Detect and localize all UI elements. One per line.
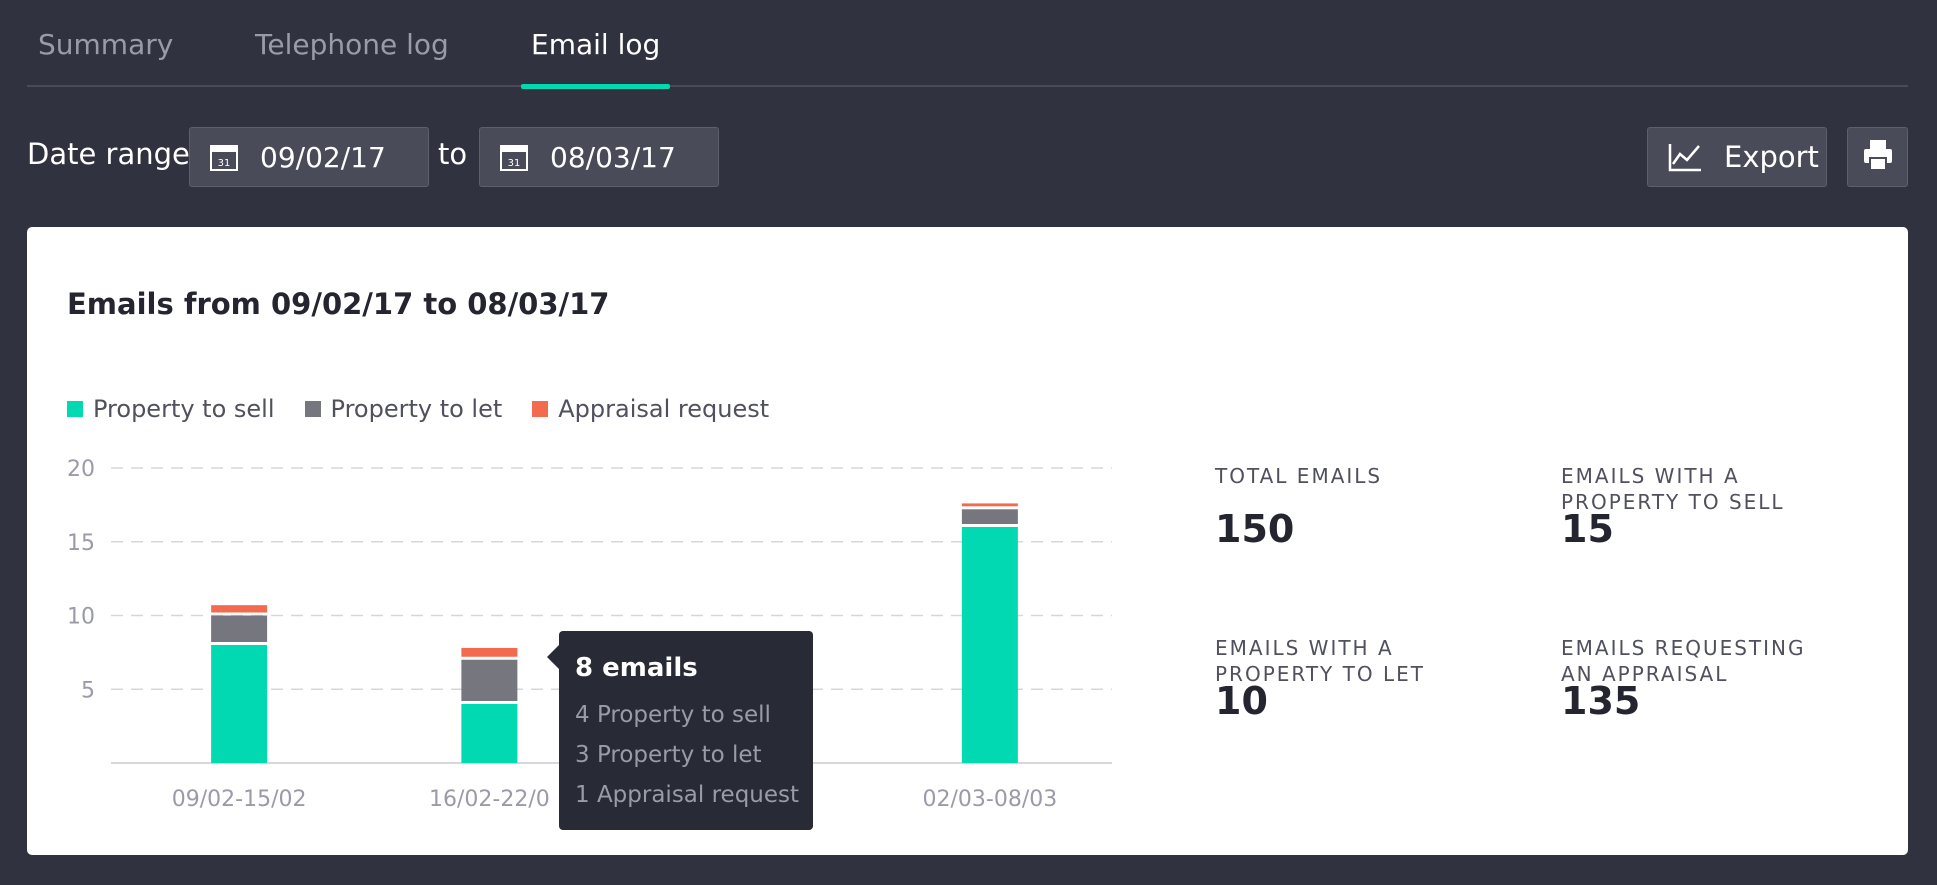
stat-label: EMAILS WITH A PROPERTY TO LET: [1215, 636, 1425, 686]
bar-segment: [211, 605, 268, 613]
stat-value: 10: [1215, 679, 1268, 723]
y-tick-label: 20: [67, 457, 95, 482]
legend-item-appraisal[interactable]: Appraisal request: [532, 395, 769, 423]
legend-swatch-let: [304, 401, 321, 417]
bar-segment: [461, 647, 518, 657]
legend-item-let[interactable]: Property to let: [304, 395, 503, 423]
legend-label-sell: Property to sell: [93, 395, 275, 423]
bar-segment: [211, 645, 268, 763]
from-date-value: 09/02/17: [260, 140, 386, 174]
tooltip-line-let: 3 Property to let: [575, 742, 762, 768]
svg-text:31: 31: [218, 158, 231, 169]
calendar-icon: 31: [210, 143, 238, 171]
date-range-label: Date range:: [27, 137, 200, 171]
stat-label: EMAILS REQUESTING AN APPRAISAL: [1561, 636, 1806, 686]
email-log-card: Emails from 09/02/17 to 08/03/17 Propert…: [27, 227, 1908, 855]
bar-segment: [461, 704, 518, 763]
stat-value: 150: [1215, 507, 1295, 551]
bar-segment: [961, 509, 1018, 524]
tooltip-line-appraisal: 1 Appraisal request: [575, 782, 800, 808]
y-tick-label: 5: [81, 678, 95, 703]
export-label: Export: [1724, 140, 1819, 174]
bar-segment: [211, 615, 268, 642]
stat-value: 135: [1561, 679, 1641, 723]
to-label: to: [438, 137, 468, 171]
tab-telephone-log[interactable]: Telephone log: [255, 28, 449, 61]
x-tick-label: 09/02-15/02: [172, 787, 307, 812]
bar-segment: [961, 527, 1018, 763]
bar-segment: [961, 503, 1018, 507]
stat-property-to-let: EMAILS WITH A PROPERTY TO LET 10: [1215, 635, 1515, 723]
line-chart-icon: [1668, 142, 1702, 172]
stat-requesting-appraisal: EMAILS REQUESTING AN APPRAISAL 135: [1561, 635, 1861, 723]
tab-summary[interactable]: Summary: [38, 28, 174, 61]
printer-icon: [1863, 139, 1893, 175]
calendar-icon: 31: [500, 143, 528, 171]
chart-legend: Property to sell Property to let Apprais…: [67, 395, 799, 423]
svg-text:31: 31: [508, 158, 521, 169]
stat-property-to-sell: EMAILS WITH A PROPERTY TO SELL 15: [1561, 463, 1861, 551]
y-tick-label: 15: [67, 531, 95, 556]
to-date-picker[interactable]: 31 08/03/17: [479, 127, 719, 187]
x-tick-label: 02/03-08/03: [923, 787, 1058, 812]
chart-tooltip: 8 emails 4 Property to sell 3 Property t…: [547, 631, 813, 830]
stat-total-emails: TOTAL EMAILS 150: [1215, 463, 1515, 551]
tooltip-line-sell: 4 Property to sell: [575, 702, 771, 728]
print-button[interactable]: [1847, 127, 1908, 187]
tooltip-title: 8 emails: [575, 653, 698, 683]
stat-label: EMAILS WITH A PROPERTY TO SELL: [1561, 464, 1785, 514]
to-date-value: 08/03/17: [550, 140, 676, 174]
from-date-picker[interactable]: 31 09/02/17: [189, 127, 429, 187]
stat-value: 15: [1561, 507, 1614, 551]
x-tick-label: 16/02-22/0: [429, 787, 550, 812]
export-button[interactable]: Export: [1647, 127, 1827, 187]
stat-label: TOTAL EMAILS: [1215, 464, 1383, 488]
y-tick-label: 10: [67, 605, 95, 630]
legend-swatch-sell: [67, 401, 83, 417]
tab-bar: Summary Telephone log Email log: [27, 0, 1908, 89]
tab-email-log[interactable]: Email log: [520, 0, 671, 89]
legend-swatch-appraisal: [532, 401, 549, 417]
legend-label-appraisal: Appraisal request: [558, 395, 770, 423]
bar-segment: [461, 659, 518, 701]
legend-label-let: Property to let: [330, 395, 503, 423]
legend-item-sell[interactable]: Property to sell: [67, 395, 275, 423]
card-title: Emails from 09/02/17 to 08/03/17: [67, 287, 610, 321]
